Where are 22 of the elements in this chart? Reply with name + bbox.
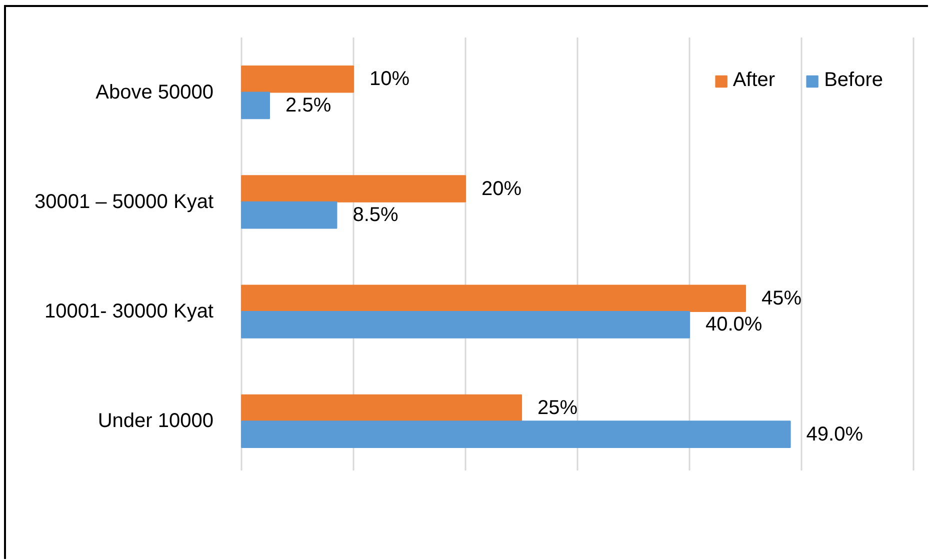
y-tick-label: Above 50000 bbox=[96, 81, 214, 104]
legend-label: Before bbox=[824, 69, 883, 92]
bar bbox=[241, 92, 270, 120]
bar bbox=[241, 201, 338, 229]
y-tick-label: Under 10000 bbox=[98, 410, 214, 432]
data-label: 2.5% bbox=[286, 94, 332, 116]
data-label: 25% bbox=[538, 397, 578, 420]
bar bbox=[241, 420, 791, 448]
data-label: 45% bbox=[761, 287, 802, 310]
bar bbox=[241, 284, 746, 312]
data-label: 8.5% bbox=[352, 204, 399, 226]
y-tick-label: 10001- 30000 Kyat bbox=[44, 300, 214, 323]
bar bbox=[241, 66, 354, 93]
data-label: 20% bbox=[482, 178, 522, 200]
y-tick-label: 30001 – 50000 Kyat bbox=[34, 190, 214, 213]
legend-label: After bbox=[732, 69, 776, 92]
bar bbox=[241, 175, 466, 202]
data-label: 49.0% bbox=[806, 423, 864, 446]
data-label: 10% bbox=[370, 68, 410, 90]
data-label: 40.0% bbox=[705, 314, 762, 336]
bar bbox=[241, 394, 522, 422]
bar bbox=[241, 311, 690, 338]
